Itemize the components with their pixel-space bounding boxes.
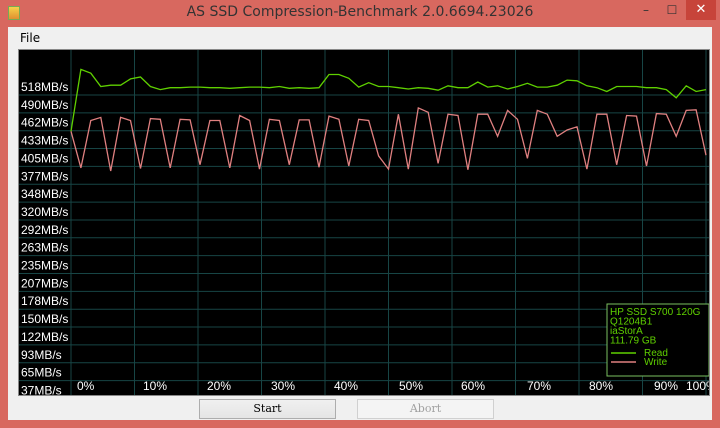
- benchmark-chart: 518MB/s 490MB/s 462MB/s 433MB/s 405MB/s 377MB…: [18, 49, 717, 417]
- title-bar: AS SSD Compression-Benchmark 2.0.6694.23…: [0, 0, 720, 27]
- series-line-write: [70, 106, 707, 172]
- y-tick-label: 65MB/s: [21, 366, 62, 380]
- chart-svg: 518MB/s 490MB/s 462MB/s 433MB/s 405MB/s 377MB…: [19, 50, 717, 417]
- y-tick-label: 178MB/s: [21, 294, 68, 308]
- y-tick-label: 207MB/s: [21, 276, 68, 290]
- maximize-button[interactable]: ☐: [666, 3, 678, 17]
- close-button[interactable]: ✕: [686, 0, 716, 20]
- x-tick-label: 10%: [143, 379, 167, 393]
- minimize-button[interactable]: –: [643, 3, 649, 17]
- x-tick-label: 20%: [207, 379, 231, 393]
- y-tick-label: 292MB/s: [21, 223, 68, 237]
- legend-box: [606, 303, 710, 377]
- y-tick-label: 433MB/s: [21, 134, 68, 148]
- y-tick-label: 122MB/s: [21, 330, 68, 344]
- legend-read-label: Read: [644, 348, 668, 359]
- legend-drive: HP SSD S700 120G: [610, 307, 701, 318]
- client-area: File 518MB/s 490MB/s 462MB/s 433MB/s 405MB/s…: [8, 27, 717, 420]
- y-tick-label: 235MB/s: [21, 259, 68, 273]
- window-title: AS SSD Compression-Benchmark 2.0.6694.23…: [186, 4, 534, 20]
- x-tick-label: 60%: [461, 379, 485, 393]
- x-tick-label: 40%: [334, 379, 358, 393]
- menu-file[interactable]: File: [20, 31, 41, 45]
- y-tick-label: 320MB/s: [21, 205, 68, 219]
- x-tick-label: 0%: [77, 379, 95, 393]
- app-icon: [8, 6, 20, 20]
- y-tick-label: 518MB/s: [21, 80, 68, 94]
- legend-firmware: Q1204B1: [610, 317, 653, 328]
- x-tick-label: 90%: [654, 379, 678, 393]
- start-button[interactable]: Start: [199, 399, 336, 419]
- y-tick-label: 348MB/s: [21, 187, 68, 201]
- x-tick-label: 100%: [686, 379, 709, 393]
- y-tick-label: 490MB/s: [21, 98, 68, 112]
- y-tick-label: 462MB/s: [21, 116, 68, 130]
- y-tick-label: 405MB/s: [21, 151, 68, 165]
- x-tick-label: 80%: [589, 379, 613, 393]
- y-tick-label: 93MB/s: [21, 348, 62, 362]
- legend-driver: iaStorA: [610, 326, 643, 337]
- x-tick-label: 50%: [399, 379, 423, 393]
- legend-write-label: Write: [644, 357, 668, 368]
- y-tick-label: 377MB/s: [21, 169, 68, 183]
- legend-size: 111.79 GB: [610, 336, 657, 347]
- series-line-read: [70, 68, 707, 132]
- y-tick-label: 150MB/s: [21, 312, 68, 326]
- y-tick-label: 263MB/s: [21, 241, 68, 255]
- x-tick-label: 30%: [271, 379, 295, 393]
- x-tick-label: 70%: [527, 379, 551, 393]
- abort-button[interactable]: Abort: [357, 399, 494, 419]
- y-tick-label: 37MB/s: [21, 383, 62, 395]
